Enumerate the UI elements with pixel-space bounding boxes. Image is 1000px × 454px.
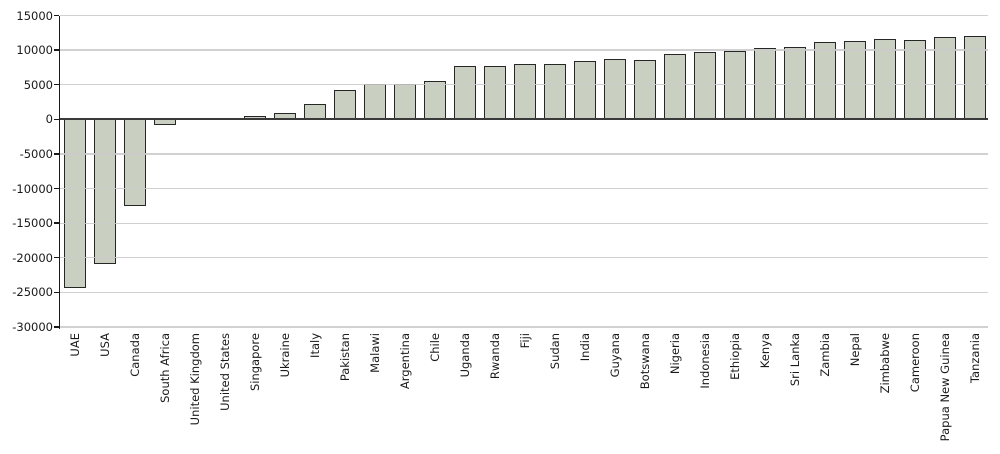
bar: [964, 35, 986, 120]
bar: [574, 61, 596, 120]
x-tick-label: Singapore: [248, 333, 262, 392]
bar: [814, 42, 836, 120]
x-tick-label: Chile: [428, 333, 442, 362]
bar: [364, 84, 386, 120]
gridline: [60, 257, 988, 259]
bar: [304, 104, 326, 120]
y-axis-tick: [54, 153, 59, 155]
x-tick-label: Malawi: [368, 333, 382, 373]
gridline: [60, 153, 988, 155]
bar: [784, 46, 806, 120]
y-tick-label: 0: [45, 112, 53, 127]
bar: [64, 119, 86, 289]
bar: [424, 81, 446, 120]
bar: [454, 66, 476, 120]
x-tick-label: Indonesia: [698, 333, 712, 389]
x-tick-label: Uganda: [458, 333, 472, 378]
x-tick-label: Cameroon: [908, 333, 922, 393]
x-tick-label: Nigeria: [668, 333, 682, 375]
x-tick-label: Papua New Guinea: [938, 333, 952, 442]
bar: [394, 84, 416, 120]
x-tick-label: Botswana: [638, 333, 652, 390]
x-tick-label: Italy: [308, 333, 322, 358]
x-tick-label: Tanzania: [968, 333, 982, 384]
bar: [544, 63, 566, 120]
y-tick-label: -30000: [12, 320, 53, 334]
gridline: [60, 222, 988, 224]
zero-line: [60, 118, 988, 121]
y-axis-tick: [54, 118, 59, 121]
bar: [514, 64, 536, 120]
x-tick-label: Ethiopia: [728, 333, 742, 380]
y-tick-label: -20000: [12, 250, 53, 265]
bar: [904, 39, 926, 120]
y-tick-label: -10000: [12, 181, 53, 196]
x-tick-label: Canada: [128, 333, 142, 377]
x-tick-label: Argentina: [398, 333, 412, 390]
x-tick-label: UAE: [68, 333, 82, 357]
x-tick-label: Pakistan: [338, 333, 352, 382]
y-axis-tick: [54, 187, 59, 190]
y-tick-label: -15000: [12, 216, 53, 231]
bar: [844, 40, 866, 120]
gridline: [60, 14, 988, 17]
x-tick-label: United States: [218, 333, 232, 411]
y-axis-tick: [54, 84, 59, 86]
y-tick-label: -25000: [12, 285, 53, 300]
bar: [94, 119, 116, 264]
bar: [724, 51, 746, 120]
y-tick-label: 10000: [16, 43, 53, 58]
bar: [604, 59, 626, 120]
y-axis-tick: [54, 14, 59, 17]
y-axis-spine: [58, 15, 60, 329]
x-tick-label: Zimbabwe: [878, 333, 892, 394]
x-tick-label: Ukraine: [278, 333, 292, 378]
y-tick-label: 5000: [23, 77, 53, 92]
x-tick-label: Fiji: [518, 333, 532, 349]
x-tick-label: USA: [98, 333, 112, 357]
bar: [634, 60, 656, 120]
gridline: [60, 326, 988, 328]
bar: [694, 52, 716, 120]
y-axis-tick: [54, 257, 59, 259]
y-axis-tick: [54, 326, 59, 328]
x-tick-label: India: [578, 333, 592, 362]
gridline: [60, 291, 988, 294]
bar: [664, 54, 686, 120]
gridline: [60, 84, 988, 86]
y-tick-label: -5000: [19, 146, 53, 161]
x-tick-label: South Africa: [158, 333, 172, 403]
bar: [484, 66, 506, 120]
bar: [874, 39, 896, 120]
x-tick-label: Rwanda: [488, 333, 502, 380]
y-axis-tick: [54, 222, 59, 224]
bar: [334, 89, 356, 120]
x-tick-label: Zambia: [818, 333, 832, 377]
x-tick-label: Guyana: [608, 333, 622, 378]
x-tick-label: United Kingdom: [188, 333, 202, 426]
y-tick-label: 15000: [16, 8, 53, 23]
y-axis-tick: [54, 291, 59, 294]
bar: [124, 119, 146, 206]
y-axis-tick: [54, 49, 59, 51]
x-tick-label: Kenya: [758, 333, 772, 369]
gridline: [60, 187, 988, 190]
x-tick-label: Sri Lanka: [788, 333, 802, 387]
gridline: [60, 49, 988, 51]
x-tick-label: Nepal: [848, 333, 862, 367]
x-tick-label: Sudan: [548, 333, 562, 370]
